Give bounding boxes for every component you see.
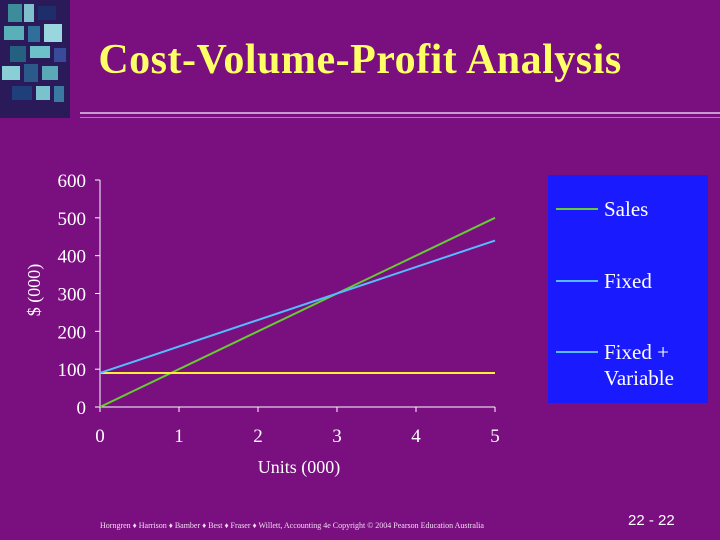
y-tick-label: 100 bbox=[58, 360, 87, 381]
chart-series bbox=[99, 216, 496, 408]
chart-legend: Sales Fixed Fixed + Variable bbox=[548, 175, 708, 403]
legend-label-line: Sales bbox=[604, 197, 648, 221]
y-tick-label: 600 bbox=[58, 171, 87, 192]
series-line-fixed-variable bbox=[99, 239, 496, 374]
series-line-sales bbox=[99, 216, 496, 408]
page-number: 22 - 22 bbox=[628, 512, 675, 529]
y-tick-label: 400 bbox=[58, 247, 87, 268]
legend-label-line: Fixed + bbox=[604, 340, 669, 364]
y-axis-label: $ (000) bbox=[24, 264, 45, 317]
y-tick-label: 300 bbox=[58, 285, 87, 306]
slide-title: Cost-Volume-Profit Analysis bbox=[98, 37, 622, 83]
title-divider-thin bbox=[80, 117, 720, 118]
x-tick-label: 5 bbox=[490, 426, 500, 447]
y-tick-label: 500 bbox=[58, 209, 87, 230]
legend-label-line: Fixed bbox=[604, 269, 652, 293]
x-axis-label: Units (000) bbox=[258, 457, 341, 478]
legend-label-line: Variable bbox=[604, 366, 674, 390]
legend-label: Fixed bbox=[604, 269, 652, 293]
x-tick-label: 0 bbox=[95, 426, 105, 447]
legend-label: Fixed + Variable bbox=[604, 340, 674, 390]
decorative-squares bbox=[0, 0, 70, 118]
legend-label: Sales bbox=[604, 197, 648, 221]
title-divider bbox=[80, 112, 720, 114]
chart-ticks: 0 100 200 300 400 500 600 0 1 2 3 4 5 bbox=[58, 171, 500, 447]
x-tick-label: 1 bbox=[174, 426, 184, 447]
x-tick-label: 4 bbox=[411, 426, 421, 447]
footer-credit: Horngren ♦ Harrison ♦ Bamber ♦ Best ♦ Fr… bbox=[100, 521, 484, 530]
legend-box bbox=[548, 175, 708, 403]
y-tick-label: 200 bbox=[58, 322, 87, 343]
y-tick-label: 0 bbox=[77, 398, 87, 419]
x-tick-label: 2 bbox=[253, 426, 263, 447]
x-tick-label: 3 bbox=[332, 426, 342, 447]
